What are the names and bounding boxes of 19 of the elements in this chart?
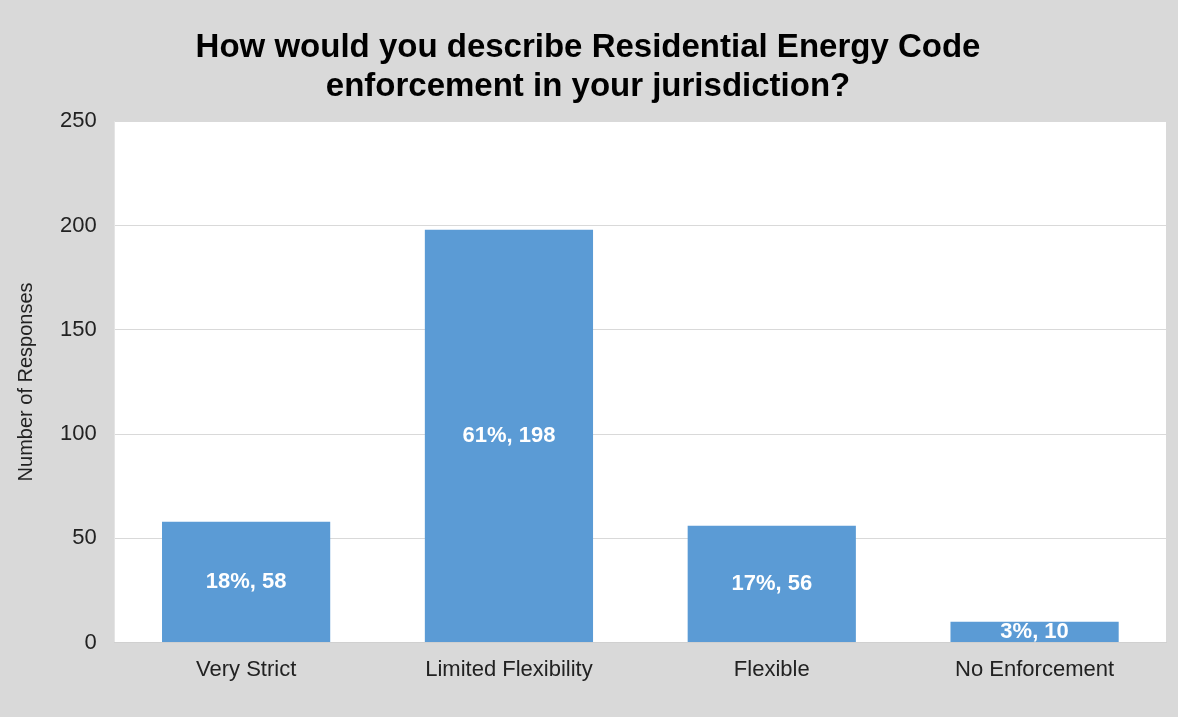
bar: [687, 525, 856, 643]
bar: [424, 229, 594, 643]
data-label: 3%, 10: [1000, 618, 1069, 644]
y-tick-label: 250: [59, 107, 97, 133]
data-label: 17%, 56: [731, 570, 813, 596]
x-tick-label: Flexible: [733, 655, 810, 681]
data-label: 18%, 58: [205, 568, 287, 594]
data-label: 61%, 198: [462, 422, 556, 448]
y-tick-label: 150: [59, 315, 97, 341]
chart-title: How would you describe Residential Energy Code enforcement in your jurisdiction?: [195, 26, 981, 104]
x-tick-label: Limited Flexibility: [425, 655, 593, 681]
y-tick-label: 50: [72, 524, 97, 550]
x-tick-label: Very Strict: [195, 655, 297, 681]
y-tick-label: 100: [59, 420, 97, 446]
x-tick-label: No Enforcement: [955, 655, 1115, 681]
y-tick-label: 200: [59, 211, 97, 237]
y-axis-title: Number of Responses: [13, 282, 36, 482]
bar: [162, 521, 331, 643]
y-tick-label: 0: [84, 628, 97, 654]
